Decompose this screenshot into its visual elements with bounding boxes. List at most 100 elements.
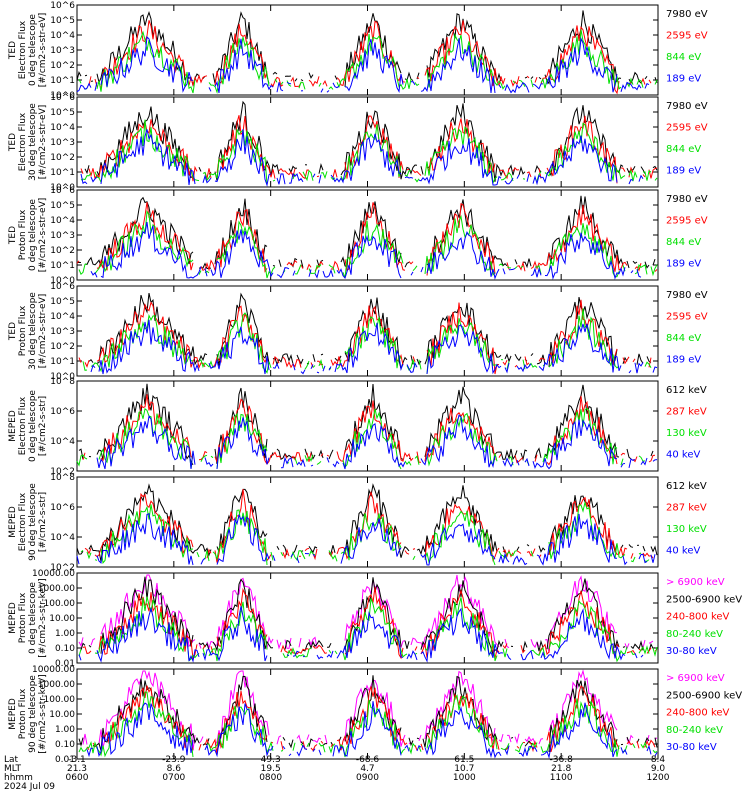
y-tick-label: 10^1 bbox=[50, 168, 75, 178]
y-tick-label: 10^2 bbox=[50, 61, 75, 71]
y-tick-label: 10^6 bbox=[50, 503, 75, 513]
x-tick-label: 0800 bbox=[259, 773, 282, 783]
legend-entry: 240-800 keV bbox=[666, 708, 730, 719]
legend-entry: 612 keV bbox=[666, 385, 707, 396]
y-tick-label: 10^5 bbox=[50, 16, 75, 26]
x-tick-label: 0700 bbox=[162, 773, 185, 783]
y-tick-label: 10^2 bbox=[50, 342, 75, 352]
x-tick-label: 61.5 bbox=[454, 755, 474, 765]
y-tick-label: 10^8 bbox=[50, 473, 75, 483]
series-1 bbox=[88, 292, 652, 371]
x-info-row-label: MLT bbox=[4, 764, 22, 774]
legend-entry: 612 keV bbox=[666, 481, 707, 492]
legend-entry: 2595 eV bbox=[666, 30, 708, 41]
y-tick-label: 10^6 bbox=[50, 407, 75, 417]
panel-7: 0.01 0.10 1.00 10.00 100.00 1000.00 10000.00ME… bbox=[8, 569, 742, 669]
x-tick-label: 19.5 bbox=[261, 764, 281, 774]
legend-entry: 2500-6900 keV bbox=[666, 690, 742, 701]
y-tick-label: 10^4 bbox=[50, 437, 75, 447]
y-tick-label: 10^5 bbox=[50, 108, 75, 118]
legend-entry: 40 keV bbox=[666, 545, 700, 556]
x-tick-label: -23.9 bbox=[162, 755, 186, 765]
x-tick-label: 8.6 bbox=[167, 764, 182, 774]
y-axis-label: TEDElectron Flux0 deg telescope[#/cm2-s-… bbox=[8, 13, 48, 88]
y-tick-label: 10^0 bbox=[50, 372, 75, 382]
x-info-row-label: 2024 Jul 09 bbox=[4, 782, 55, 792]
legend-entry: 287 keV bbox=[666, 502, 707, 513]
legend-entry: 7980 eV bbox=[666, 290, 708, 301]
y-tick-label: 1000.00 bbox=[38, 584, 75, 594]
y-tick-label: 10^4 bbox=[50, 312, 75, 322]
y-tick-label: 10000.00 bbox=[32, 665, 75, 675]
y-tick-label: 10^1 bbox=[50, 76, 75, 86]
legend-entry: 189 eV bbox=[666, 165, 701, 176]
y-tick-label: 10^1 bbox=[50, 357, 75, 367]
y-axis-label: MEPEDProton Flux90 deg telescope[#/cm2-s… bbox=[8, 674, 48, 753]
legend-entry: 189 eV bbox=[666, 73, 701, 84]
legend-entry: 2595 eV bbox=[666, 215, 708, 226]
x-tick-label: 9.0 bbox=[651, 764, 666, 774]
series-3 bbox=[78, 210, 658, 279]
legend-entry: > 6900 keV bbox=[666, 577, 725, 588]
x-info-row-label: hhmm bbox=[4, 773, 33, 783]
series-5 bbox=[86, 701, 658, 759]
legend-entry: 844 eV bbox=[666, 52, 701, 63]
y-tick-label: 0.10 bbox=[55, 644, 75, 654]
panel-1: 10^0 10^1 10^2 10^3 10^4 10^5 10^6TEDElectron … bbox=[8, 1, 708, 101]
legend-entry: 2500-6900 keV bbox=[666, 594, 742, 605]
x-tick-label: 21.3 bbox=[67, 764, 87, 774]
legend-entry: 2595 eV bbox=[666, 311, 708, 322]
plot-frame bbox=[76, 96, 659, 188]
series-2 bbox=[85, 489, 657, 562]
y-tick-label: 1.00 bbox=[55, 629, 75, 639]
y-tick-label: 10^6 bbox=[50, 282, 75, 292]
y-tick-label: 10^3 bbox=[50, 327, 75, 337]
legend-entry: 40 keV bbox=[666, 449, 700, 460]
y-tick-label: 10^2 bbox=[50, 153, 75, 163]
legend-entry: 7980 eV bbox=[666, 194, 708, 205]
legend-entry: 2595 eV bbox=[666, 122, 708, 133]
y-tick-label: 10^0 bbox=[50, 91, 75, 101]
legend-entry: 7980 eV bbox=[666, 101, 708, 112]
x-tick-label: 4.7 bbox=[360, 764, 374, 774]
y-tick-label: 0.01 bbox=[55, 659, 75, 669]
y-tick-label: 10^4 bbox=[50, 533, 75, 543]
x-tick-label: 1100 bbox=[550, 773, 573, 783]
series-4 bbox=[90, 319, 658, 375]
series-1 bbox=[76, 483, 658, 562]
legend-entry: 30-80 keV bbox=[666, 742, 717, 753]
series-1 bbox=[84, 100, 658, 182]
y-axis-label: MEPEDProton Flux0 deg telescope[#/cm2-s-… bbox=[8, 578, 48, 657]
y-axis-label: TEDProton Flux0 deg telescope[#/cm2-s-st… bbox=[8, 198, 48, 273]
y-tick-label: 10.00 bbox=[49, 710, 75, 720]
y-tick-label: 10^6 bbox=[50, 93, 75, 103]
y-tick-label: 10^0 bbox=[50, 276, 75, 286]
series-4 bbox=[76, 513, 656, 566]
x-tick-label: 0600 bbox=[66, 773, 89, 783]
y-tick-label: 10^1 bbox=[50, 261, 75, 271]
legend-entry: 130 keV bbox=[666, 524, 707, 535]
y-tick-label: 10^5 bbox=[50, 297, 75, 307]
series-4 bbox=[76, 35, 650, 94]
y-tick-label: 10^5 bbox=[50, 201, 75, 211]
y-axis-label: TEDElectron Flux30 deg telescope[#/cm2-s… bbox=[8, 103, 48, 181]
x-tick-label: -68.6 bbox=[356, 755, 380, 765]
y-tick-label: 10^3 bbox=[50, 231, 75, 241]
x-tick-label: 1000 bbox=[453, 773, 476, 783]
series-4 bbox=[78, 596, 658, 663]
x-tick-label: 10.7 bbox=[454, 764, 474, 774]
legend-entry: 189 eV bbox=[666, 258, 701, 269]
y-tick-label: 10^3 bbox=[50, 138, 75, 148]
series-3 bbox=[77, 408, 657, 469]
series-4 bbox=[96, 414, 658, 470]
legend-entry: 240-800 keV bbox=[666, 612, 730, 623]
legend-entry: 80-240 keV bbox=[666, 725, 723, 736]
x-info-row-label: Lat bbox=[4, 755, 19, 765]
legend-entry: 80-240 keV bbox=[666, 629, 723, 640]
x-tick-label: 0900 bbox=[356, 773, 379, 783]
y-tick-label: 10^0 bbox=[50, 183, 75, 193]
